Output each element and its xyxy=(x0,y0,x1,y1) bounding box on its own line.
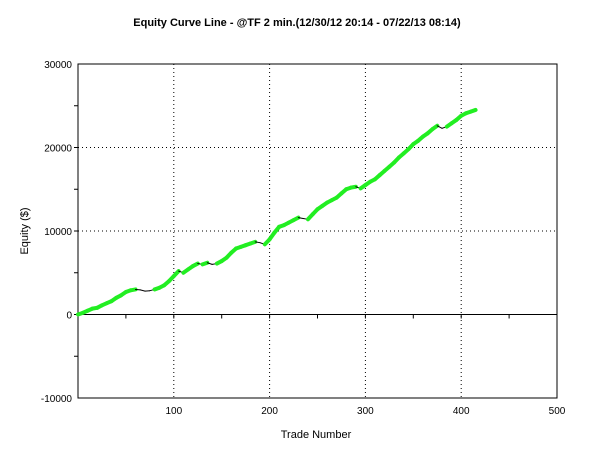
y-tick-label: 30000 xyxy=(44,60,72,71)
x-tick-label: 500 xyxy=(549,406,566,417)
x-tick-label: 100 xyxy=(165,406,182,417)
x-tick-label: 200 xyxy=(261,406,278,417)
equity-new-high-segment xyxy=(351,187,356,188)
x-tick-label: 300 xyxy=(357,406,374,417)
y-tick-label: 20000 xyxy=(44,144,72,155)
equity-new-high-segment xyxy=(203,263,208,265)
y-tick-label: 0 xyxy=(66,311,72,322)
equity-new-high-segment xyxy=(131,289,136,290)
y-axis-label: Equity ($) xyxy=(19,207,31,254)
x-axis-label: Trade Number xyxy=(281,429,352,441)
equity-new-high-segment xyxy=(432,126,437,129)
equity-new-high-segment xyxy=(471,110,476,112)
equity-new-high-segment xyxy=(294,218,299,221)
equity-new-high-segment xyxy=(193,264,198,267)
y-tick-label: -10000 xyxy=(41,394,73,405)
y-tick-label: 10000 xyxy=(44,227,72,238)
chart-title: Equity Curve Line - @TF 2 min.(12/30/12 … xyxy=(133,17,461,29)
equity-new-high-segment xyxy=(250,242,255,244)
plot-area xyxy=(78,64,557,398)
x-tick-label: 400 xyxy=(453,406,470,417)
